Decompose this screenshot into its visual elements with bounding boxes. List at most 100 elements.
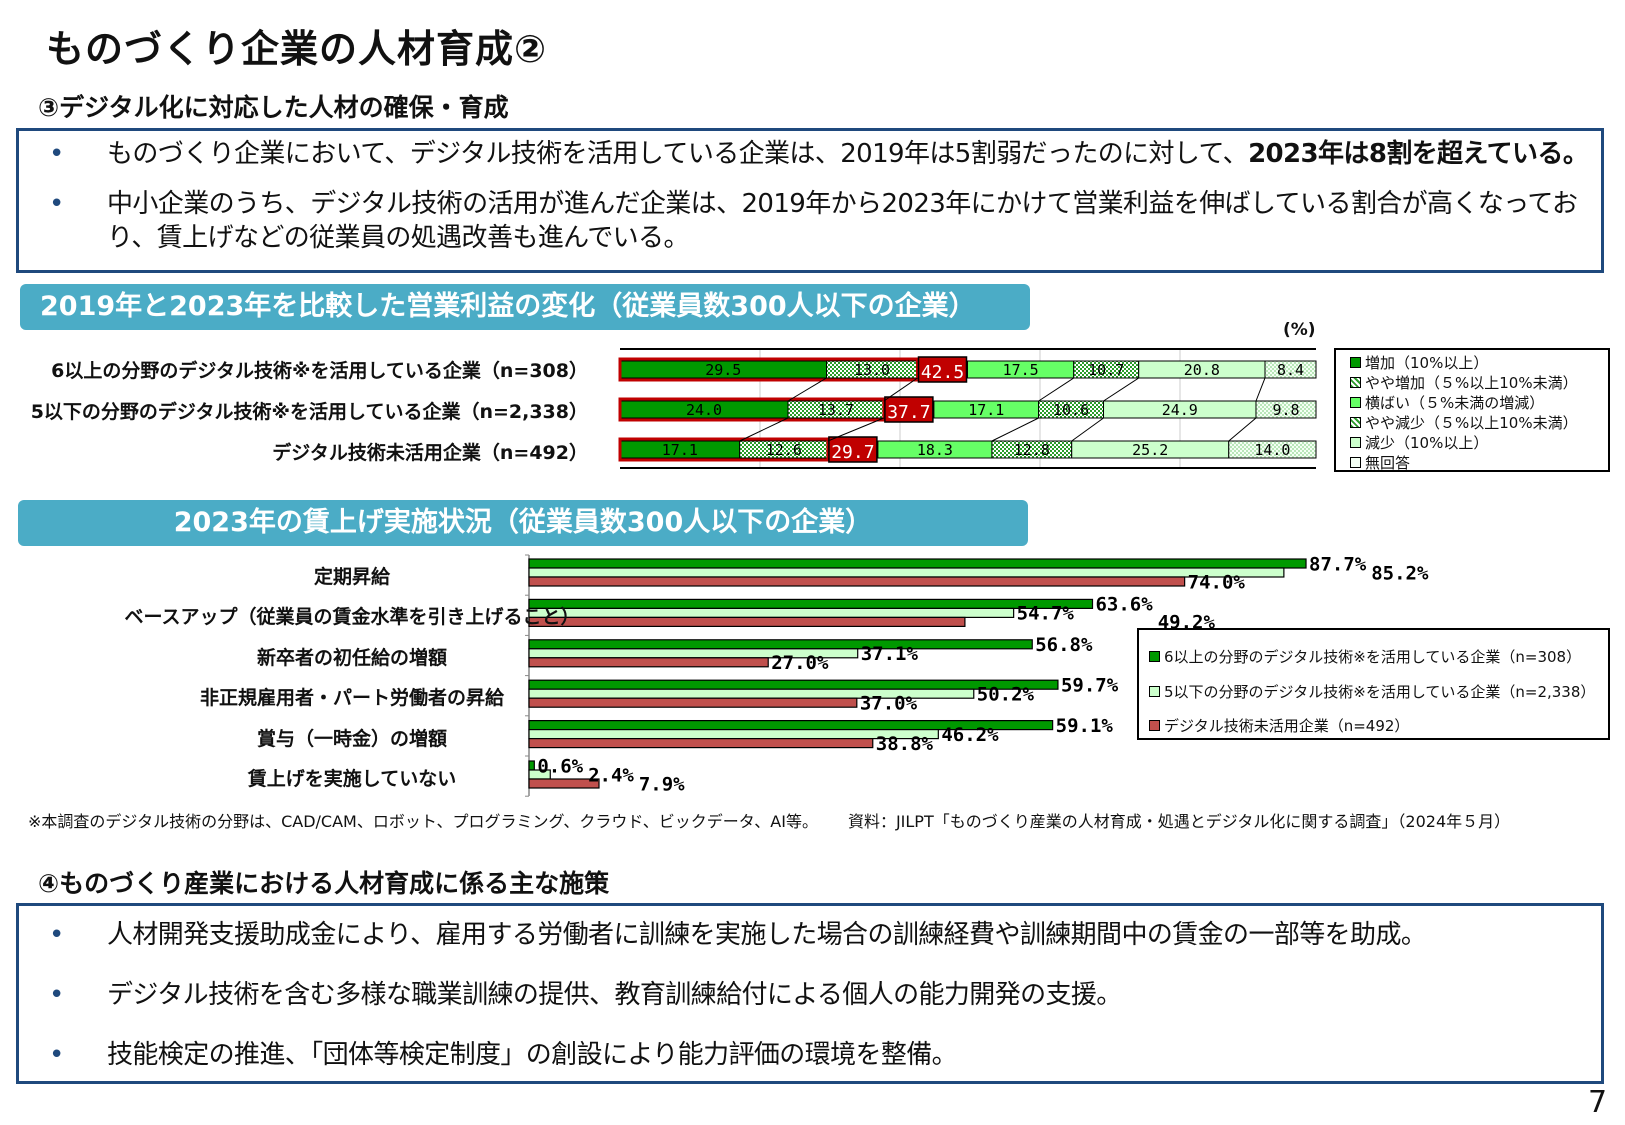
section3-heading: ③デジタル化に対応した人材の確保・育成 bbox=[38, 93, 509, 122]
page-title: ものづくり企業の人材育成② bbox=[46, 27, 548, 71]
bar-value-label: 63.6% bbox=[1095, 594, 1153, 616]
bar-value-label: 17.1 bbox=[662, 441, 698, 459]
chart1-legend: 増加（10%以上） やや増加（５%以上10%未満） 横ばい（５%未満の増減） や… bbox=[1334, 348, 1610, 472]
connector-line bbox=[1103, 377, 1139, 402]
bar-value-label: 8.4 bbox=[1277, 361, 1304, 379]
summary-text: ものづくり企業において、デジタル技術を活用している企業は、2019年は5割弱だっ… bbox=[107, 139, 1249, 169]
chart2-category-label: 新卒者の初任給の増額 bbox=[256, 646, 447, 669]
legend-label: やや減少（５%以上10%未満） bbox=[1365, 414, 1578, 432]
footnote-source: 資料：JILPT「ものづくり産業の人材育成・処遇とデジタル化に関する調査」（20… bbox=[847, 812, 1511, 831]
bullet-marker: • bbox=[49, 1040, 65, 1070]
legend-swatch bbox=[1149, 720, 1160, 731]
legend-label: 5以下の分野のデジタル技術※を活用している企業（n=2,338） bbox=[1164, 683, 1596, 701]
legend-item: 5以下の分野のデジタル技術※を活用している企業（n=2,338） bbox=[1149, 681, 1595, 702]
bar-value-label: 2.4% bbox=[588, 764, 634, 786]
bar-segment bbox=[1264, 360, 1317, 379]
bar-value-label: 74.0% bbox=[1188, 571, 1246, 593]
bar-value-label: 29.5 bbox=[705, 361, 741, 379]
summary-bullet-1: • ものづくり企業において、デジタル技術を活用している企業は、2019年は5割弱… bbox=[49, 137, 1591, 171]
bar-value-label: 20.8 bbox=[1184, 361, 1220, 379]
legend-item: 増加（10%以上） bbox=[1350, 352, 1488, 373]
highlight-total-box bbox=[884, 396, 934, 423]
bar-segment bbox=[1228, 440, 1317, 459]
bar-value-label: 85.2% bbox=[1371, 562, 1429, 584]
connector-line bbox=[991, 417, 1039, 442]
bar bbox=[528, 737, 874, 749]
legend-swatch bbox=[1350, 397, 1361, 408]
highlight-outline bbox=[618, 397, 886, 422]
bar bbox=[528, 567, 1285, 578]
summary-bullet-2: • 中小企業のうち、デジタル技術の活用が進んだ企業は、2019年から2023年に… bbox=[49, 187, 1591, 255]
connector-line bbox=[1071, 417, 1104, 442]
summary-emphasis: 2023年は8割を超えている。 bbox=[1248, 139, 1589, 169]
bar-value-label: 50.2% bbox=[977, 684, 1035, 706]
chart2-category-label: ベースアップ（従業員の賃金水準を引き上げること） bbox=[124, 606, 580, 629]
legend-label: 無回答 bbox=[1365, 454, 1411, 472]
bar-value-label: 10.6 bbox=[1053, 401, 1089, 419]
bar-value-label: 24.9 bbox=[1162, 401, 1198, 419]
bar-value-label: 9.8 bbox=[1272, 401, 1299, 419]
summary-box: • ものづくり企業において、デジタル技術を活用している企業は、2019年は5割弱… bbox=[16, 128, 1604, 273]
bar bbox=[528, 576, 1186, 587]
legend-item: 減少（10%以上） bbox=[1350, 432, 1488, 453]
chart1-banner: 2019年と2023年を比較した営業利益の変化（従業員数300人以下の企業） bbox=[20, 284, 1030, 330]
legend-swatch bbox=[1149, 651, 1160, 662]
bar bbox=[528, 657, 769, 668]
chart2-grouped-bar: 87.7% 85.2%74.0%63.6%54.7% 49.2%56.8%37.1%… bbox=[525, 553, 1429, 797]
bar-segment bbox=[1255, 400, 1317, 419]
bar bbox=[528, 616, 966, 628]
bar-value-label: 59.7% bbox=[1061, 675, 1119, 697]
legend-item: 6以上の分野のデジタル技術※を活用している企業（n=308） bbox=[1149, 646, 1581, 667]
measure-bullet-1: • 人材開発支援助成金により、雇用する労働者に訓練を実施した場合の訓練経費や訓練… bbox=[49, 918, 1591, 952]
legend-label: デジタル技術未活用企業（n=492） bbox=[1164, 717, 1410, 735]
measure-text: 人材開発支援助成金により、雇用する労働者に訓練を実施した場合の訓練経費や訓練期間… bbox=[107, 920, 1427, 950]
legend-item: デジタル技術未活用企業（n=492） bbox=[1149, 715, 1409, 736]
chart2-category-label: 賞与（一時金）の増額 bbox=[256, 727, 447, 750]
chart2-category-label: 賃上げを実施していない bbox=[247, 768, 457, 790]
bar-value-label: 37.0% bbox=[860, 693, 918, 715]
legend-item: やや増加（５%以上10%未満） bbox=[1350, 372, 1578, 393]
legend-label: 減少（10%以上） bbox=[1365, 434, 1489, 452]
bar-value-label: 7.9% bbox=[639, 773, 685, 795]
bar-value-label: 87.7% bbox=[1309, 553, 1367, 575]
bar-value-label: 56.8% bbox=[1035, 634, 1093, 656]
chart1-row-label: 6以上の分野のデジタル技術※を活用している企業（n=308） bbox=[51, 360, 588, 382]
bar bbox=[528, 558, 1307, 569]
chart2-category-label: 非正規雇用者・パート労働者の昇給 bbox=[199, 687, 504, 710]
measures-box: • 人材開発支援助成金により、雇用する労働者に訓練を実施した場合の訓練経費や訓練… bbox=[16, 903, 1604, 1084]
summary-bullet-text: ものづくり企業において、デジタル技術を活用している企業は、2019年は5割弱だっ… bbox=[107, 137, 1591, 171]
legend-label: やや増加（５%以上10%未満） bbox=[1365, 374, 1578, 392]
highlight-total-label: 42.5 bbox=[921, 362, 964, 383]
bar-value-label: 14.0 bbox=[1254, 441, 1290, 459]
connector-line bbox=[787, 377, 827, 402]
connector-line bbox=[827, 417, 885, 442]
bar-value-label: 37.1% bbox=[861, 643, 919, 665]
legend-label: 横ばい（５%未満の増減） bbox=[1365, 394, 1545, 412]
summary-bullet-text: 中小企業のうち、デジタル技術の活用が進んだ企業は、2019年から2023年にかけ… bbox=[107, 189, 1578, 253]
chart2-legend: 6以上の分野のデジタル技術※を活用している企業（n=308） 5以下の分野のデジ… bbox=[1137, 628, 1610, 740]
highlight-outline bbox=[618, 437, 830, 462]
bar-value-label: 10.7 bbox=[1088, 361, 1124, 379]
legend-label: 増加（10%以上） bbox=[1365, 354, 1489, 372]
page-number: 7 bbox=[1588, 1085, 1608, 1120]
legend-swatch bbox=[1350, 357, 1361, 368]
bar-value-label: 12.6 bbox=[766, 441, 802, 459]
measure-text: 技能検定の推進、「団体等検定制度」の創設により能力評価の環境を整備。 bbox=[107, 1040, 958, 1070]
highlight-total-label: 29.7 bbox=[831, 442, 874, 463]
chart1-row-label: 5以下の分野のデジタル技術※を活用している企業（n=2,338） bbox=[30, 401, 588, 423]
bar-value-label: 18.3 bbox=[917, 441, 953, 459]
bullet-marker: • bbox=[49, 189, 65, 219]
connector-line bbox=[1038, 377, 1075, 402]
legend-item: やや減少（５%以上10%未満） bbox=[1350, 412, 1578, 433]
legend-swatch bbox=[1350, 437, 1361, 448]
measure-text: デジタル技術を含む多様な職業訓練の提供、教育訓練給付による個人の能力開発の支援。 bbox=[107, 980, 1122, 1010]
connector-line bbox=[883, 377, 918, 402]
bar-value-label: 17.5 bbox=[1003, 361, 1039, 379]
legend-label: 6以上の分野のデジタル技術※を活用している企業（n=308） bbox=[1164, 648, 1582, 666]
highlight-total-box bbox=[828, 436, 878, 463]
chart1-stacked-bar: 29.5 13.0 42.5 17.5 10.7 20.8 8.4 24.0 13.7 37.7 1… bbox=[618, 348, 1317, 469]
legend-item: 横ばい（５%未満の増減） bbox=[1350, 392, 1544, 413]
bar-value-label: 46.2% bbox=[941, 724, 999, 746]
legend-swatch bbox=[1149, 686, 1160, 697]
